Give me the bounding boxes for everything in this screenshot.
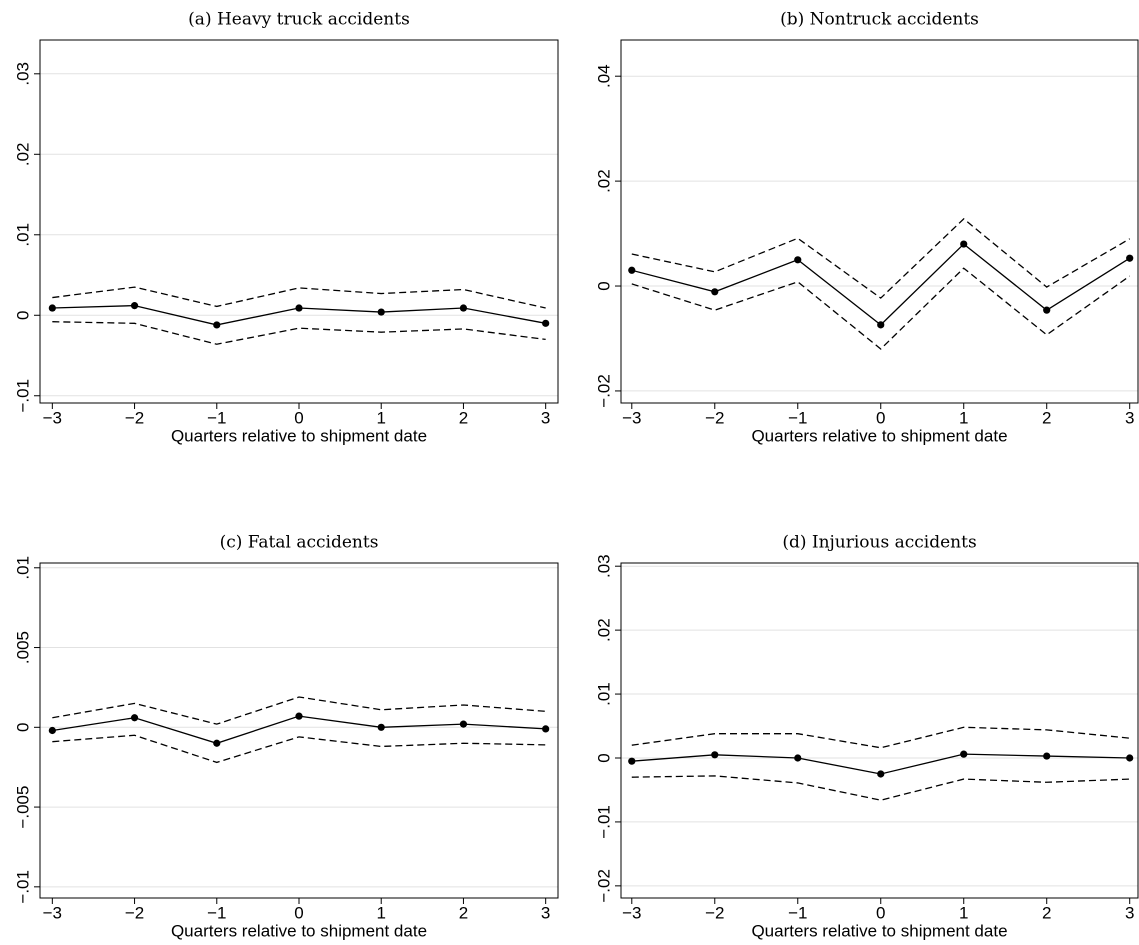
point (1126, 254, 1134, 262)
y-tick-label: .02 (594, 169, 613, 193)
point (711, 288, 719, 296)
y-tick-label: .03 (13, 62, 32, 86)
x-tick-label: −2 (705, 408, 724, 427)
x-tick-label: −1 (788, 408, 807, 427)
point (213, 739, 221, 747)
y-tick-label: .01 (594, 682, 613, 706)
point (711, 751, 719, 759)
point (130, 302, 139, 310)
x-tick-label: 3 (1125, 408, 1134, 427)
x-tick-label: −2 (125, 903, 144, 922)
x-tick-label: −3 (622, 903, 641, 922)
series-line (52, 696, 546, 725)
y-tick-label: .02 (13, 142, 32, 166)
point (295, 304, 303, 312)
y-tick-label: .04 (594, 64, 613, 88)
y-tick-label: 0 (594, 753, 613, 762)
x-tick-label: −3 (43, 903, 62, 922)
y-tick-label: −.02 (594, 869, 613, 903)
series-line (52, 321, 546, 345)
point (877, 770, 885, 778)
y-tick-label: .01 (13, 556, 32, 580)
x-tick-label: −3 (43, 408, 62, 427)
series-line (631, 267, 1131, 350)
x-tick-label: 1 (376, 408, 385, 427)
series-line (631, 218, 1131, 299)
x-axis-label: Quarters relative to shipment date (751, 921, 1007, 940)
x-tick-label: 2 (459, 903, 468, 922)
point (459, 304, 468, 312)
plot-frame (39, 562, 559, 899)
x-tick-label: 2 (459, 408, 468, 427)
point (960, 240, 968, 248)
x-tick-label: 3 (541, 408, 550, 427)
y-tick-label: 0 (13, 311, 32, 320)
x-tick-label: 0 (876, 903, 885, 922)
y-tick-label: .005 (13, 631, 32, 664)
point (542, 319, 550, 327)
point (1043, 306, 1051, 314)
plot-frame (620, 562, 1139, 899)
point (459, 720, 468, 728)
point (48, 726, 56, 735)
y-tick-label: −.01 (13, 870, 32, 904)
x-tick-label: 1 (959, 408, 968, 427)
y-tick-label: 0 (594, 281, 613, 290)
x-tick-label: −1 (207, 903, 226, 922)
plot-frame (620, 39, 1139, 404)
point (628, 266, 636, 274)
x-tick-label: −1 (207, 408, 226, 427)
plot-frame (39, 39, 559, 404)
x-tick-label: 3 (1125, 903, 1134, 922)
y-tick-label: −.01 (13, 379, 32, 413)
series-line (52, 734, 546, 764)
point (794, 754, 802, 762)
panel-title: (b) Nontruck accidents (780, 10, 979, 30)
x-tick-label: 1 (959, 903, 968, 922)
x-tick-label: −3 (622, 408, 641, 427)
x-tick-label: 0 (294, 903, 303, 922)
point (794, 256, 802, 264)
point (377, 308, 385, 316)
y-tick-label: −.01 (594, 805, 613, 839)
panel-title: (c) Fatal accidents (220, 533, 379, 553)
series-line (631, 726, 1130, 749)
point (377, 723, 385, 731)
point (542, 725, 550, 733)
series-line (52, 286, 546, 309)
x-axis-label: Quarters relative to shipment date (751, 426, 1007, 445)
y-tick-label: 0 (13, 723, 32, 732)
point (1043, 752, 1051, 760)
x-tick-label: −2 (705, 903, 724, 922)
series-line (631, 243, 1131, 326)
panel-title: (d) Injurious accidents (782, 533, 976, 553)
point (628, 757, 636, 765)
x-tick-label: 0 (294, 408, 303, 427)
point (877, 321, 885, 329)
point (48, 304, 56, 312)
x-tick-label: −1 (788, 903, 807, 922)
point (295, 712, 303, 720)
point (960, 750, 968, 758)
point (130, 714, 139, 722)
y-tick-label: −.02 (594, 374, 613, 408)
x-tick-label: 2 (1042, 903, 1051, 922)
x-tick-label: 0 (876, 408, 885, 427)
x-axis-label: Quarters relative to shipment date (171, 426, 427, 445)
x-tick-label: 3 (541, 903, 550, 922)
series-line (52, 715, 546, 744)
y-tick-label: −.005 (13, 786, 32, 829)
y-tick-label: .02 (594, 618, 613, 642)
x-tick-label: 1 (376, 903, 385, 922)
y-tick-label: .01 (13, 223, 32, 247)
panel-title: (a) Heavy truck accidents (188, 10, 410, 30)
point (213, 321, 221, 329)
x-axis-label: Quarters relative to shipment date (171, 921, 427, 940)
series-line (631, 775, 1130, 801)
x-tick-label: −2 (125, 408, 144, 427)
x-tick-label: 2 (1042, 408, 1051, 427)
y-tick-label: .03 (594, 554, 613, 578)
point (1126, 754, 1134, 762)
